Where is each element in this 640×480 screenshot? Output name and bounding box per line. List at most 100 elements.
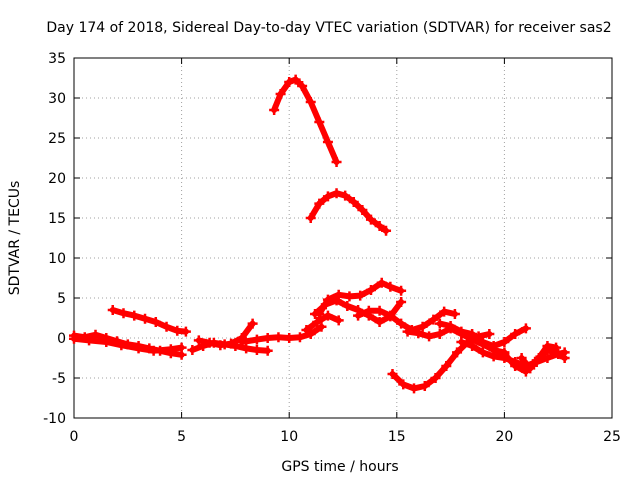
- data-point: [533, 353, 544, 363]
- data-point: [413, 328, 424, 339]
- series-track-18: [516, 341, 562, 374]
- data-point: [376, 277, 387, 288]
- data-point: [396, 297, 407, 307]
- grid: [74, 58, 612, 418]
- data-point: [553, 349, 564, 359]
- data-point: [331, 157, 342, 167]
- data-point: [342, 301, 353, 311]
- data-point: [467, 329, 478, 339]
- data-point: [69, 333, 79, 344]
- y-tick-label: 10: [48, 251, 66, 267]
- data-point: [297, 81, 308, 91]
- data-point: [396, 285, 407, 296]
- data-point: [434, 318, 445, 329]
- data-point: [150, 317, 161, 327]
- x-tick-label: 15: [388, 429, 406, 445]
- x-tick-label: 20: [495, 429, 513, 445]
- data-point: [419, 381, 430, 391]
- data-point: [290, 74, 301, 85]
- data-point: [445, 321, 456, 331]
- plot-frame: [73, 57, 613, 419]
- y-tick-label: 30: [48, 91, 66, 107]
- data-point: [116, 340, 127, 351]
- data-point: [322, 191, 333, 202]
- data-point: [340, 190, 351, 201]
- data-point: [310, 309, 321, 319]
- data-point: [322, 310, 333, 321]
- data-point: [363, 305, 374, 316]
- data-point: [452, 347, 463, 358]
- data-point: [118, 308, 129, 319]
- data-point: [284, 77, 295, 87]
- data-point: [449, 309, 460, 319]
- data-point: [107, 305, 118, 315]
- data-point: [344, 291, 355, 302]
- data-point: [333, 315, 344, 326]
- data-point: [187, 345, 198, 355]
- data-point: [241, 343, 252, 354]
- data-point: [510, 361, 521, 371]
- data-point: [398, 379, 409, 390]
- x-tick-label: 0: [70, 429, 79, 445]
- data-point: [484, 329, 495, 339]
- data-point: [348, 197, 359, 207]
- axes: -10 -5 0 5 10 15 20 25 30 35 0 5 10 15 20 25: [43, 51, 621, 445]
- x-tick-label: 25: [603, 429, 621, 445]
- data-point: [172, 325, 183, 336]
- y-axis-label: SDTVAR / TECUs: [7, 181, 23, 296]
- data-point: [499, 349, 510, 359]
- y-tick-label: 15: [48, 211, 66, 227]
- data-point: [322, 137, 333, 147]
- data-point: [477, 347, 488, 358]
- y-tick-label: 25: [48, 131, 66, 147]
- data-point: [456, 326, 467, 337]
- data-point: [180, 326, 191, 337]
- data-point: [525, 363, 536, 374]
- data-point: [204, 337, 215, 348]
- data-point: [165, 344, 176, 355]
- data-point: [434, 329, 445, 339]
- data-point: [467, 341, 478, 351]
- data-point: [365, 214, 376, 225]
- data-point: [176, 342, 187, 353]
- data-point: [275, 89, 286, 99]
- data-point: [357, 205, 368, 215]
- data-point: [247, 318, 258, 329]
- data-point: [396, 318, 407, 329]
- series-track-7: [269, 74, 342, 167]
- data-point: [439, 306, 450, 317]
- data-point: [262, 333, 273, 343]
- x-tick-label: 5: [177, 429, 186, 445]
- data-point: [314, 117, 325, 127]
- data-point: [365, 285, 376, 295]
- data-point: [542, 341, 553, 351]
- data-point: [333, 289, 344, 300]
- data-point: [510, 329, 521, 339]
- data-point: [236, 337, 247, 347]
- data-point: [305, 213, 316, 223]
- y-tick-label: -10: [43, 411, 66, 427]
- data-point: [251, 334, 262, 345]
- x-tick-label: 10: [280, 429, 298, 445]
- data-point: [355, 290, 366, 301]
- data-point: [84, 335, 95, 346]
- data-point: [320, 299, 331, 310]
- data-point: [374, 317, 385, 327]
- data-point: [140, 313, 151, 324]
- series-track-11: [301, 310, 344, 335]
- data-point: [301, 325, 312, 335]
- series-line: [307, 190, 389, 234]
- data-point: [374, 305, 385, 316]
- data-point: [314, 198, 325, 209]
- data-point: [387, 369, 398, 379]
- data-point: [215, 340, 226, 351]
- data-point: [331, 295, 342, 306]
- data-point: [428, 314, 439, 325]
- data-point: [133, 343, 144, 354]
- data-point: [551, 342, 562, 353]
- data-point: [488, 345, 499, 355]
- data-point: [430, 373, 441, 383]
- data-point: [417, 321, 428, 332]
- series-track-2: [69, 333, 187, 356]
